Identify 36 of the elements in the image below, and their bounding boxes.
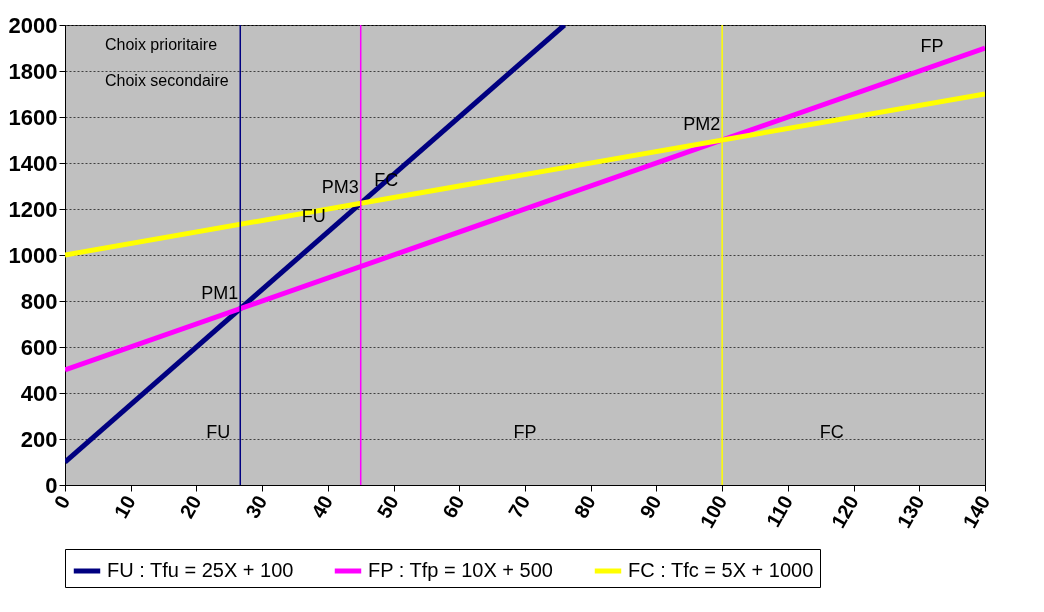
- annotation: FU: [206, 422, 231, 442]
- annotation: PM3: [321, 177, 359, 198]
- x-tick-label: 120: [826, 491, 863, 532]
- x-tick-label: 110: [761, 491, 798, 531]
- y-tick-label: 1000: [8, 242, 58, 268]
- x-tick-label: 60: [438, 491, 469, 522]
- x-tick-label: 140: [958, 491, 995, 532]
- x-tick-label: 50: [372, 491, 403, 522]
- y-tick-label: 200: [20, 426, 58, 452]
- x-tick-label: 130: [892, 491, 929, 532]
- legend-label: FC : Tfc = 5X + 1000: [628, 559, 814, 581]
- x-tick-label: 90: [635, 491, 666, 522]
- legend-label: FP : Tfp = 10X + 500: [368, 559, 553, 581]
- x-tick-label: 100: [695, 491, 732, 532]
- x-tick-label: 40: [306, 491, 338, 522]
- annotation: FP: [513, 422, 537, 442]
- x-tick-label: 30: [241, 491, 272, 522]
- x-tick-label: 20: [175, 491, 206, 522]
- y-tick-label: 1200: [8, 196, 58, 222]
- annotation: PM1: [201, 282, 239, 303]
- annotation: Choix prioritaire: [105, 36, 218, 53]
- annotation: Choix secondaire: [105, 72, 229, 89]
- x-tick-label: 80: [569, 491, 600, 522]
- annotation: FP: [920, 35, 944, 56]
- y-tick-label: 2000: [8, 12, 58, 38]
- legend-label: FU : Tfu = 25X + 100: [107, 559, 294, 581]
- y-tick-label: 1600: [8, 104, 58, 130]
- annotation: PM2: [683, 114, 721, 134]
- y-tick-label: 600: [20, 334, 58, 360]
- y-tick-label: 400: [20, 380, 58, 406]
- x-tick-label: 70: [503, 491, 535, 522]
- x-tick-label: 10: [109, 491, 140, 522]
- annotation: FC: [819, 422, 844, 442]
- y-tick-label: 800: [20, 288, 58, 314]
- y-tick-label: 1400: [8, 150, 58, 176]
- y-tick-label: 1800: [8, 58, 58, 84]
